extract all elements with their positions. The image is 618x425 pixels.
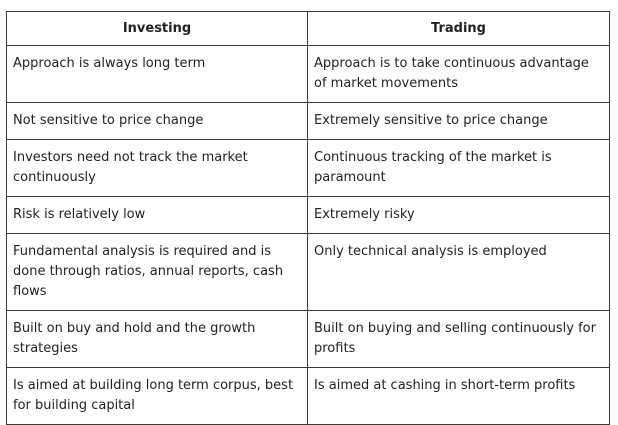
trading-cell: Only technical analysis is employed	[307, 233, 610, 311]
table-row: Not sensitive to price change Extremely …	[6, 102, 610, 140]
investing-cell: Investors need not track the market cont…	[6, 139, 308, 197]
table-row: Fundamental analysis is required and is …	[6, 233, 610, 311]
comparison-table-container: Investing Trading Approach is always lon…	[6, 11, 610, 425]
investing-cell: Fundamental analysis is required and is …	[6, 233, 308, 311]
table-row: Is aimed at building long term corpus, b…	[6, 367, 610, 425]
investing-cell: Risk is relatively low	[6, 196, 308, 234]
trading-cell: Is aimed at cashing in short-term profit…	[307, 367, 610, 425]
trading-cell: Built on buying and selling continuously…	[307, 310, 610, 368]
table-row: Built on buy and hold and the growth str…	[6, 310, 610, 368]
investing-vs-trading-table: Investing Trading Approach is always lon…	[6, 11, 610, 425]
table-row: Risk is relatively low Extremely risky	[6, 196, 610, 234]
trading-cell: Extremely sensitive to price change	[307, 102, 610, 140]
investing-cell: Not sensitive to price change	[6, 102, 308, 140]
trading-cell: Extremely risky	[307, 196, 610, 234]
investing-cell: Built on buy and hold and the growth str…	[6, 310, 308, 368]
table-row: Investors need not track the market cont…	[6, 139, 610, 197]
header-trading: Trading	[307, 11, 610, 46]
investing-cell: Is aimed at building long term corpus, b…	[6, 367, 308, 425]
table-row: Approach is always long term Approach is…	[6, 45, 610, 103]
investing-cell: Approach is always long term	[6, 45, 308, 103]
trading-cell: Continuous tracking of the market is par…	[307, 139, 610, 197]
header-investing: Investing	[6, 11, 308, 46]
trading-cell: Approach is to take continuous advantage…	[307, 45, 610, 103]
table-header-row: Investing Trading	[6, 11, 610, 46]
